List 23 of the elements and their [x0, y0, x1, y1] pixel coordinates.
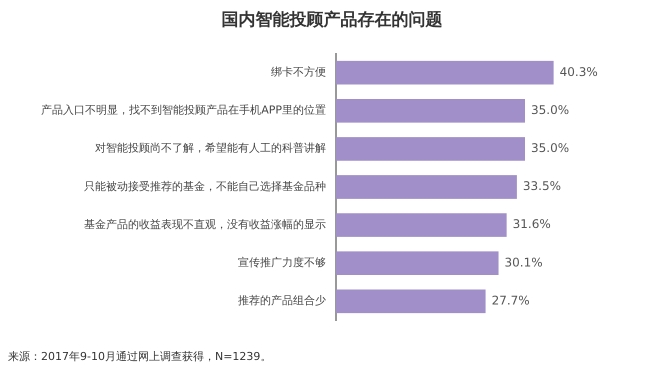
bar — [336, 213, 507, 237]
data-label: 35.0% — [531, 141, 570, 156]
y-tick-label: 基金产品的收益表现不直观，没有收益涨幅的显示 — [84, 218, 326, 231]
data-label: 40.3% — [560, 64, 598, 79]
y-tick-label: 对智能投顾尚不了解，希望能有人工的科普讲解 — [95, 142, 326, 155]
bar — [336, 175, 517, 199]
y-tick-label: 宣传推广力度不够 — [238, 256, 326, 270]
data-label: 27.7% — [492, 293, 530, 308]
bar — [336, 251, 499, 276]
source-note: 来源：2017年9-10月通过网上调查获得，N=1239。 — [8, 349, 272, 364]
bar — [336, 137, 525, 161]
bar — [336, 290, 486, 314]
y-tick-label: 产品入口不明显，找不到智能投顾产品在手机APP里的位置 — [41, 104, 326, 117]
data-label: 35.0% — [531, 102, 570, 117]
data-label: 31.6% — [512, 217, 551, 232]
y-tick-label: 绑卡不方便 — [271, 66, 326, 79]
y-tick-label: 只能被动接受推荐的基金，不能自己选择基金品种 — [84, 180, 326, 193]
data-label: 33.5% — [522, 179, 562, 194]
y-tick-label: 推荐的产品组合少 — [238, 294, 326, 308]
bar — [336, 60, 554, 84]
chart-title: 国内智能投顾产品存在的问题 — [220, 9, 444, 31]
data-label: 30.1% — [504, 255, 543, 270]
bar — [336, 98, 525, 123]
